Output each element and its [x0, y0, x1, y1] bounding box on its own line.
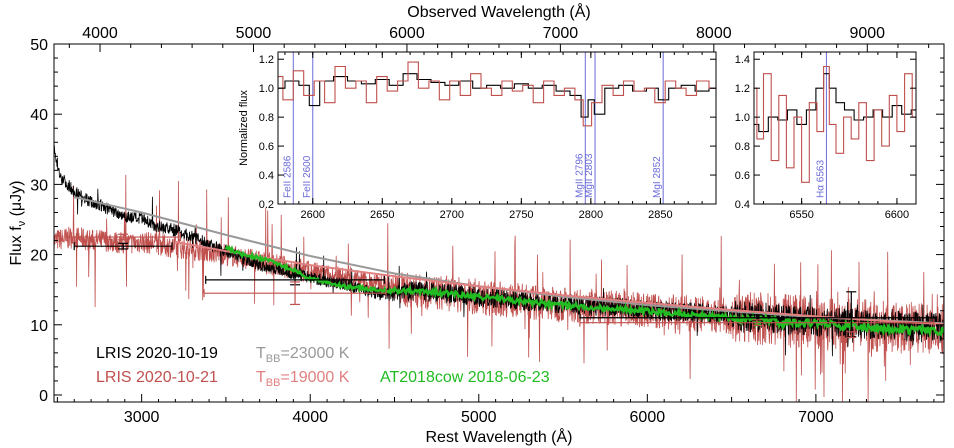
inset-y-tick-label: 1.2: [259, 54, 274, 66]
y-tick-label: 30: [30, 177, 48, 194]
inset-x-tick-label: 6600: [885, 209, 909, 221]
legend-entry-1: LRIS 2020-10-21: [96, 369, 218, 386]
inset-series-uv_black: [278, 73, 716, 118]
y-axis-label-sub: ν: [16, 220, 28, 226]
inset-uv-background: [278, 52, 716, 204]
inset-y-tick-label: 0.8: [735, 141, 750, 153]
inset-y-tick-label: 0.2: [259, 199, 274, 211]
inset-y-tick-label: 0.4: [259, 170, 274, 182]
x-tick-label: 7000: [798, 409, 834, 426]
legend-entry-rest: =19000 K: [280, 369, 349, 386]
x-tick-label: 5000: [461, 409, 497, 426]
inset-x-tick-label: 6550: [789, 209, 813, 221]
y-tick-label: 10: [30, 318, 48, 335]
marker-label-2: MgII 2796: [574, 153, 585, 198]
photometry-point-7: [846, 331, 857, 339]
inset-ha-data: Hα 6563: [754, 52, 916, 204]
y-axis-label-unit: (μJy): [8, 181, 25, 221]
x-tick-label: 3000: [124, 409, 160, 426]
photometry-point-3: [203, 281, 387, 306]
x-axis-label: Rest Wavelength (Å): [425, 427, 572, 446]
marker-label-0: Hα 6563: [815, 160, 826, 198]
inset-x-tick-label: 2850: [648, 209, 672, 221]
inset-y-tick-label: 0.6: [735, 170, 750, 182]
inset-x-tick-label: 2650: [370, 209, 394, 221]
inset-series-ha_red: [754, 65, 916, 183]
top-tick-label: 7000: [543, 25, 579, 42]
inset-uv-ticks: 2600 2650 2700 2750 2800 2850 0.2 0.4 0.6 0.8 1.0 1…: [259, 52, 717, 221]
inset-y-tick-label: 0.6: [259, 141, 274, 153]
y-axis-label-base: Flux f: [8, 226, 25, 266]
y-tick-label: 40: [30, 107, 48, 124]
inset-x-tick-label: 2600: [301, 209, 325, 221]
inset-uv-frame: [277, 51, 717, 205]
top-tick-label: 5000: [236, 25, 272, 42]
y-axis-label: Flux fν (μJy): [8, 181, 28, 266]
inset-y-tick-label: 1.0: [259, 83, 274, 95]
y-tick-label: 20: [30, 248, 48, 265]
legend-entry-4: AT2018cow 2018-06-23: [380, 369, 550, 386]
legend-entry-base: T: [256, 369, 266, 386]
x-tick-label: 4000: [292, 409, 328, 426]
marker-label-0: FeII 2586: [282, 155, 293, 198]
legend-entry-sub: BB: [266, 353, 281, 365]
legend-entry-base: T: [256, 345, 266, 362]
inset-y-tick-label: 1.4: [735, 54, 750, 66]
top-tick-label: 4000: [82, 25, 118, 42]
legend-entry-0: LRIS 2020-10-19: [96, 345, 218, 362]
inset-series-ha_black: [754, 73, 916, 133]
top-tick-label: 6000: [389, 25, 425, 42]
top-tick-label: 8000: [696, 25, 732, 42]
inset-y-tick-label: 1.2: [735, 83, 750, 95]
legend-entry-rest: =23000 K: [280, 345, 349, 362]
marker-label-4: MgI 2852: [652, 156, 663, 198]
inset-ha-ticks: 6550 6600 0.4 0.6 0.8 1.0 1.2 1.4: [735, 52, 917, 221]
inset-x-tick-label: 2800: [579, 209, 603, 221]
inset-x-tick-label: 2750: [509, 209, 533, 221]
legend-entry-sub: BB: [266, 377, 281, 389]
inset-series-uv_red: [278, 61, 716, 127]
main-plot-data: [54, 145, 944, 402]
legend-entry-3: TBB=19000 K: [256, 369, 350, 389]
main-plot-ticks: 3000 4000 5000 6000 7000 0 10 20 30 40 50 4000 5000 6…: [30, 25, 944, 426]
marker-label-3: MgII 2803: [584, 153, 595, 198]
y-tick-label: 50: [30, 37, 48, 54]
inset-uv-y-label: Normalized flux: [238, 90, 250, 166]
top-axis-label: Observed Wavelength (Å): [407, 2, 590, 21]
inset-y-tick-label: 0.4: [735, 199, 750, 211]
y-tick-label: 0: [39, 388, 48, 405]
photometry-point-0: [73, 242, 173, 251]
top-tick-label: 9000: [849, 25, 885, 42]
inset-y-tick-label: 0.8: [259, 112, 274, 124]
legend-entry-2: TBB=23000 K: [256, 345, 350, 365]
photometry-point-1: [65, 233, 182, 242]
inset-y-tick-label: 1.0: [735, 112, 750, 124]
x-tick-label: 6000: [630, 409, 666, 426]
marker-label-1: FeII 2600: [302, 155, 313, 198]
inset-x-tick-label: 2700: [440, 209, 464, 221]
inset-ha-frame: [753, 51, 917, 205]
photometry-point-5: [579, 318, 935, 327]
